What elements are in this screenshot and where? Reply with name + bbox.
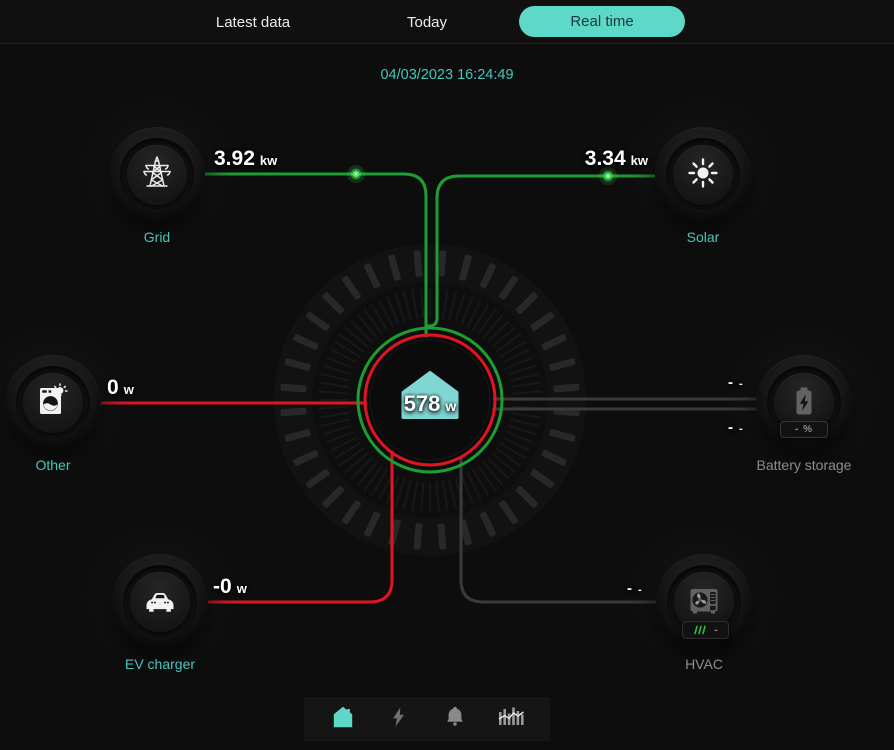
grid-flow-dot (347, 165, 365, 183)
timestamp: 04/03/2023 16:24:49 (380, 67, 514, 83)
ev-charger-label: EV charger (124, 656, 196, 672)
nav-notifications[interactable] (442, 706, 468, 732)
node-solar[interactable]: Solar (623, 95, 783, 255)
bolt-icon (388, 706, 410, 733)
bell-icon (444, 706, 466, 733)
ev-power-value: -0 w (213, 575, 247, 598)
nav-home[interactable] (330, 706, 356, 732)
hvac-label: HVAC (685, 656, 723, 672)
home-icon (330, 704, 356, 735)
home-consumption-value: 578 w (403, 390, 457, 416)
home-icon (401, 370, 459, 424)
hvac-badge-dash: - (714, 624, 718, 636)
battery-flow-line (491, 397, 759, 411)
hvac-unit-icon (684, 580, 724, 625)
stats-icon (498, 705, 524, 734)
battery-power-value-top: -- (728, 374, 743, 391)
ev-flow-line (207, 450, 394, 604)
solar-flow-line (424, 174, 657, 328)
tab-today[interactable]: Today (406, 13, 448, 31)
solar-flow-dot (599, 167, 617, 185)
battery-soc-badge: - % (780, 421, 828, 438)
node-battery-storage[interactable]: Battery storage (724, 323, 884, 483)
solar-label: Solar (686, 229, 720, 245)
grid-power-value: 3.92 kw (214, 147, 278, 170)
charge-level-icon (693, 625, 707, 635)
hvac-mode-badge: - (682, 621, 729, 639)
bottom-nav (304, 697, 550, 741)
nav-stats[interactable] (498, 706, 524, 732)
battery-power-value-bottom: -- (728, 419, 743, 436)
node-hvac[interactable]: HVAC (624, 522, 784, 682)
grid-flow-line (203, 172, 428, 339)
node-other[interactable]: Other (0, 323, 133, 483)
grid-label: Grid (143, 229, 171, 245)
gauge-ring (274, 244, 586, 556)
nav-power[interactable] (386, 706, 412, 732)
tab-real-time[interactable]: Real time (519, 6, 685, 37)
solar-power-value: 3.34 kw (584, 147, 648, 170)
sun-icon (683, 153, 723, 198)
tab-bar: Latest data Today Real time (0, 0, 894, 44)
other-label: Other (35, 457, 71, 473)
washer-lightbulb-icon (33, 381, 73, 426)
grid-tower-icon (137, 153, 177, 198)
battery-bolt-icon (784, 381, 824, 426)
consumption-ring (363, 333, 497, 467)
hvac-flow-line (459, 456, 658, 604)
production-ring (356, 326, 504, 474)
battery-label: Battery storage (756, 457, 852, 473)
node-ev-charger[interactable]: EV charger (80, 522, 240, 682)
node-grid[interactable]: Grid (77, 95, 237, 255)
hvac-power-value: -- (627, 580, 642, 597)
tab-latest-data[interactable]: Latest data (215, 13, 291, 31)
home-hub[interactable]: 578 w (355, 325, 505, 475)
car-icon (140, 580, 180, 625)
